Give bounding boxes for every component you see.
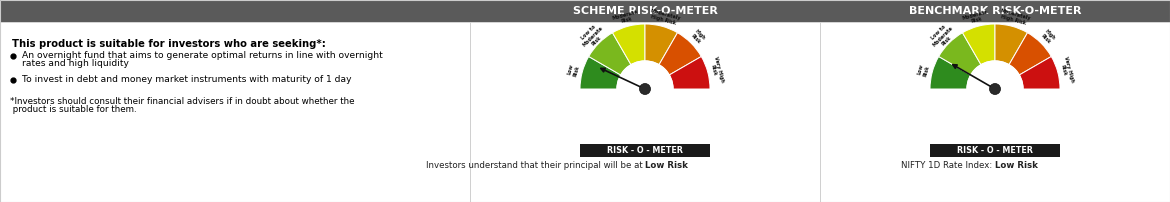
Bar [580, 144, 710, 157]
Text: Very High
Risk: Very High Risk [1058, 56, 1075, 84]
Circle shape [640, 83, 651, 95]
Text: Low
Risk: Low Risk [566, 63, 580, 77]
Text: RISK - O - METER: RISK - O - METER [607, 146, 683, 155]
Text: rates and high liquidity: rates and high liquidity [22, 60, 129, 68]
Wedge shape [1019, 57, 1060, 89]
Text: RISK - O - METER: RISK - O - METER [957, 146, 1033, 155]
Circle shape [617, 61, 673, 117]
Text: Low to
Moderate
Risk: Low to Moderate Risk [577, 21, 608, 52]
Wedge shape [589, 33, 631, 75]
Text: Low
Risk: Low Risk [917, 63, 930, 77]
Wedge shape [645, 24, 677, 65]
Text: *Investors should consult their financial advisers if in doubt about whether the: *Investors should consult their financia… [11, 97, 355, 106]
Wedge shape [930, 57, 971, 89]
Wedge shape [963, 24, 994, 65]
Wedge shape [580, 57, 621, 89]
Text: Moderately
High Risk: Moderately High Risk [998, 8, 1031, 27]
Text: Low Risk: Low Risk [645, 161, 688, 170]
Text: product is suitable for them.: product is suitable for them. [11, 105, 137, 114]
Text: An overnight fund that aims to generate optimal returns in line with overnight: An overnight fund that aims to generate … [22, 52, 383, 61]
Wedge shape [613, 24, 645, 65]
Text: To invest in debt and money market instruments with maturity of 1 day: To invest in debt and money market instr… [22, 76, 351, 84]
Text: Moderately
High Risk: Moderately High Risk [647, 8, 681, 27]
Text: High
Risk: High Risk [1039, 28, 1055, 45]
Wedge shape [1009, 33, 1052, 75]
Text: BENCHMARK RISK-O-METER: BENCHMARK RISK-O-METER [909, 6, 1081, 16]
Bar [820, 22, 1170, 202]
Bar [0, 0, 1170, 22]
Text: Moderate
Risk: Moderate Risk [612, 9, 640, 26]
Wedge shape [669, 57, 710, 89]
Text: Very High
Risk: Very High Risk [708, 56, 725, 84]
Circle shape [990, 83, 1000, 95]
Bar [930, 144, 1060, 157]
Text: High
Risk: High Risk [689, 28, 706, 45]
Wedge shape [938, 33, 980, 75]
Text: SCHEME RISK-O-METER: SCHEME RISK-O-METER [572, 6, 717, 16]
Text: Investors understand that their principal will be at: Investors understand that their principa… [426, 161, 645, 170]
Bar [0, 22, 470, 202]
Text: NIFTY 1D Rate Index:: NIFTY 1D Rate Index: [901, 161, 994, 170]
Bar [470, 22, 820, 202]
Circle shape [966, 61, 1023, 117]
Text: This product is suitable for investors who are seeking*:: This product is suitable for investors w… [12, 39, 326, 49]
Wedge shape [994, 24, 1027, 65]
Text: Low to
Moderate
Risk: Low to Moderate Risk [928, 21, 958, 52]
Wedge shape [659, 33, 701, 75]
Text: Moderate
Risk: Moderate Risk [962, 9, 990, 26]
Text: Low Risk: Low Risk [994, 161, 1038, 170]
